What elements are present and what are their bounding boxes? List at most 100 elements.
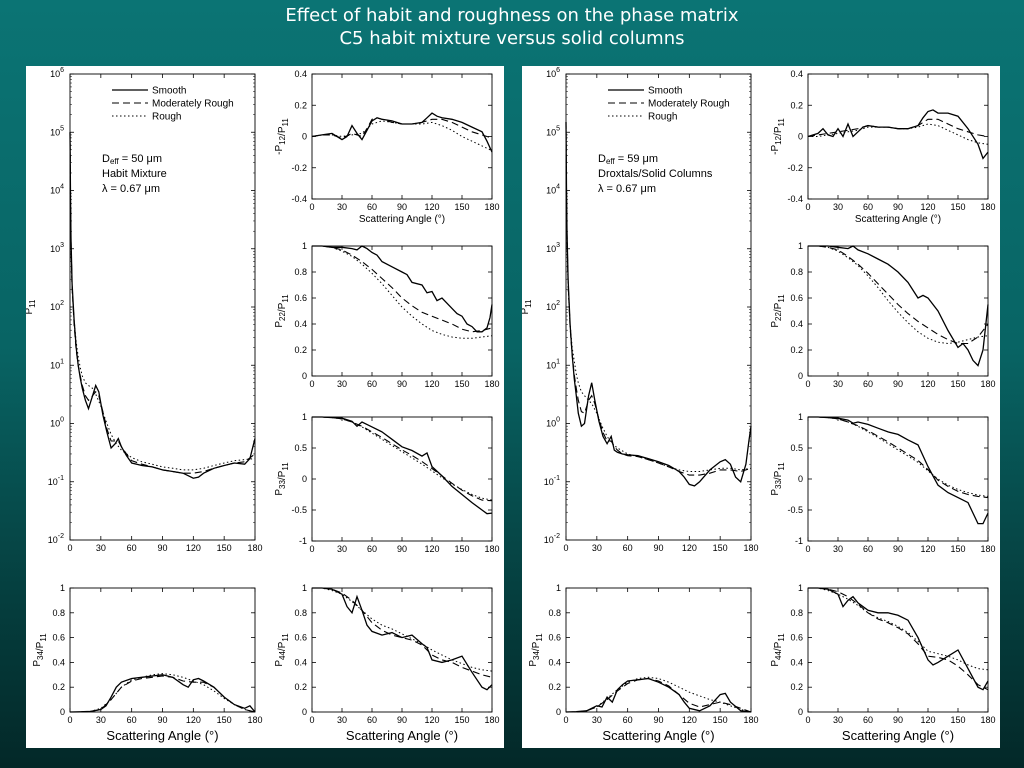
y-tick-label: 0: [798, 474, 803, 484]
x-tick-label: 60: [623, 715, 633, 725]
x-tick-label: 180: [980, 379, 995, 389]
y-tick-label: 10-1: [544, 475, 560, 487]
axes-box: [311, 245, 493, 377]
y-tick-label: 0.4: [790, 657, 803, 667]
slide-title: Effect of habit and roughness on the pha…: [0, 4, 1024, 50]
y-tick-label: 0.8: [294, 267, 307, 277]
figure-panel-left: 0 30 60 90 120 150 180 10-2 10-1 100 101 102 103 104 1…: [26, 66, 504, 748]
y-tick-label: 0.2: [294, 682, 307, 692]
y-tick-label: 0.4: [294, 657, 307, 667]
series-line-rough: [70, 673, 256, 713]
y-tick-label: 0.8: [52, 608, 65, 618]
series-line-rough: [565, 121, 752, 472]
x-tick-label: 60: [367, 379, 377, 389]
legend-label: Rough: [648, 112, 677, 123]
y-axis-label: P33/P11: [770, 462, 786, 496]
y-tick-label: 0.8: [790, 608, 803, 618]
x-tick-label: 30: [833, 202, 843, 212]
axes-box: [69, 587, 256, 713]
x-tick-label: 30: [592, 715, 602, 725]
slide-title-line-1: Effect of habit and roughness on the pha…: [285, 5, 739, 26]
subplot-p44: 0 30 60 90 120 150 180 0 0.2 0.4 0.6 0.8 1 P44/P11 Sca…: [274, 583, 500, 743]
x-tick-label: 0: [67, 715, 72, 725]
y-tick-label: 1: [302, 241, 307, 251]
axes-box: [807, 587, 989, 713]
x-tick-label: 150: [950, 544, 965, 554]
x-axis-label: Scattering Angle (°): [842, 728, 954, 743]
y-tick-label: 106: [546, 67, 560, 79]
subplot-p11: 0 30 60 90 120 150 180 10-2 10-1 100 101 102 103 104 1…: [26, 67, 263, 553]
x-tick-label: 0: [805, 544, 810, 554]
x-tick-label: 60: [367, 202, 377, 212]
series-line-moderately-rough: [70, 675, 256, 713]
legend-label: Smooth: [648, 86, 682, 97]
y-tick-label: 0: [302, 707, 307, 717]
series-line-moderately-rough: [807, 118, 989, 138]
y-tick-label: 10-1: [48, 475, 64, 487]
y-tick-label: 0.5: [790, 443, 803, 453]
x-tick-label: 0: [563, 715, 568, 725]
y-tick-label: 105: [546, 125, 560, 137]
y-axis-label: P11: [522, 299, 533, 315]
series-line-smooth: [808, 245, 989, 367]
axes-box: [311, 416, 493, 542]
y-tick-label: 0.2: [790, 682, 803, 692]
x-tick-label: 180: [980, 715, 995, 725]
y-tick-label: -0.2: [787, 163, 803, 173]
x-tick-label: 90: [157, 715, 167, 725]
x-tick-label: 120: [682, 543, 697, 553]
y-tick-label: 0: [302, 132, 307, 142]
x-tick-label: 30: [337, 202, 347, 212]
subplot-p34: 0 30 60 90 120 150 180 0 0.2 0.4 0.6 0.8 1 P34/P11 Sca…: [528, 583, 759, 743]
series-line-rough: [566, 676, 752, 713]
y-tick-label: 0.8: [790, 267, 803, 277]
x-tick-label: 120: [186, 715, 201, 725]
series-line-rough: [312, 587, 493, 672]
legend-label: Smooth: [152, 86, 186, 97]
phase-matrix-plots-left: 0 30 60 90 120 150 18010-210-11001011021031041…: [26, 67, 500, 743]
x-tick-label: 60: [863, 202, 873, 212]
x-tick-label: 90: [397, 202, 407, 212]
y-tick-label: 0: [302, 371, 307, 381]
x-tick-label: 60: [863, 544, 873, 554]
x-tick-label: 150: [454, 379, 469, 389]
x-tick-label: 90: [157, 543, 167, 553]
y-tick-label: 10-2: [544, 533, 560, 545]
y-tick-label: 104: [50, 184, 64, 196]
y-tick-label: 0: [798, 707, 803, 717]
x-axis-label: Scattering Angle (°): [106, 728, 218, 743]
y-tick-label: 0: [798, 371, 803, 381]
x-tick-label: 150: [217, 715, 232, 725]
x-tick-label: 120: [920, 544, 935, 554]
x-tick-label: 30: [592, 543, 602, 553]
y-tick-label: 0.4: [790, 69, 803, 79]
y-tick-label: 0.2: [548, 682, 561, 692]
y-tick-label: 0.6: [52, 633, 65, 643]
x-tick-label: 150: [454, 544, 469, 554]
x-tick-label: 180: [743, 715, 758, 725]
axes-box: [311, 73, 493, 200]
x-tick-label: 30: [96, 715, 106, 725]
series-line-rough: [312, 245, 493, 339]
x-tick-label: 90: [397, 715, 407, 725]
x-tick-label: 0: [309, 202, 314, 212]
series-line-rough: [312, 416, 493, 501]
y-tick-label: 1: [60, 583, 65, 593]
y-tick-label: 104: [546, 184, 560, 196]
y-tick-label: 1: [798, 412, 803, 422]
legend: Smooth Moderately Rough Rough: [608, 86, 730, 123]
x-tick-label: 180: [484, 202, 499, 212]
series-line-moderately-rough: [566, 677, 752, 713]
x-tick-label: 180: [247, 543, 262, 553]
y-tick-label: 100: [50, 417, 64, 429]
axes-box: [311, 587, 493, 713]
x-tick-label: 30: [833, 544, 843, 554]
slide-title-line-2: C5 habit mixture versus solid columns: [339, 28, 685, 49]
y-tick-label: 106: [50, 67, 64, 79]
x-tick-label: 180: [980, 202, 995, 212]
x-tick-label: 120: [424, 379, 439, 389]
x-axis-label: Scattering Angle (°): [855, 214, 941, 225]
x-tick-label: 60: [863, 379, 873, 389]
x-tick-label: 0: [309, 379, 314, 389]
subplot-p12: 0 30 60 90 120 150 180 -0.4 -0.2 0 0.2 0.4 -P12/P11 S…: [770, 69, 996, 225]
